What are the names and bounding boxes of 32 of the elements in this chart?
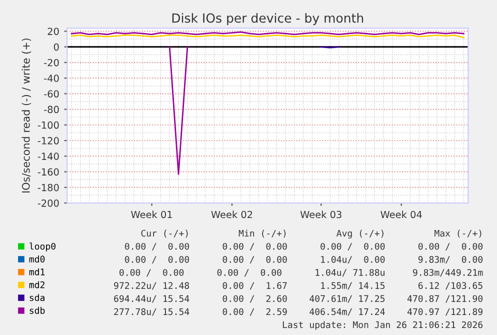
text: 277.78u/ 15.54 0.00 / 2.59 406.54m/ 17.24 470.97 /121.89	[114, 308, 482, 316]
chart-title: Disk IOs per device - by month	[172, 13, 364, 26]
x-tick-label: Week 04	[380, 210, 422, 218]
legend-label: md1	[29, 268, 45, 276]
y-tick-label: -180	[38, 184, 59, 192]
y-tick-label: 0	[54, 43, 59, 51]
legend-label: sda	[30, 294, 44, 302]
y-tick-label: -80	[44, 106, 59, 114]
y-tick-label: -20	[44, 58, 59, 66]
text: 0.00 / 0.00 0.00 / 0.00 0.00 / 0.00 0.00 / 0.00	[124, 242, 483, 250]
y-tick-label: 20	[48, 28, 59, 36]
text: Last update: Mon Jan 26 21:06:21 2026	[282, 321, 483, 330]
legend-label: md2	[29, 281, 44, 288]
x-tick-label: Week 01	[131, 210, 172, 218]
x-tick-label: Week 03	[300, 210, 342, 218]
y-tick-label: -60	[44, 90, 59, 98]
text: 0.00 / 0.00 0.00 / 0.00 1.04u/ 71.88u 9.83m/449.21m	[120, 269, 483, 277]
legend-label: sdb	[30, 306, 45, 314]
y-tick-label: -120	[38, 137, 59, 144]
y-tick-label: -40	[44, 74, 59, 82]
text: Cur (-/+) Min (-/+) Avg (-/+) Max (-/+)	[141, 230, 482, 238]
y-tick-label: -140	[38, 152, 59, 160]
text: 972.22u/ 12.48 0.00 / 1.67 1.55m/ 14.15 6.12 /103.65	[114, 282, 482, 290]
legend-label: loop0	[30, 242, 56, 252]
y-tick-label: -100	[38, 121, 59, 129]
y-axis-title: IOs/second read (-) / write (+)	[22, 38, 32, 192]
text: 0.00 / 0.00 0.00 / 0.00 1.04u/ 0.00 9.83m/ 0.00	[124, 256, 483, 264]
y-tick-label: -160	[38, 168, 59, 176]
y-tick-label: -200	[38, 199, 59, 207]
legend-label: md0	[29, 256, 45, 263]
x-tick-label: Week 02	[211, 210, 252, 218]
text: 694.44u/ 15.54 0.00 / 2.60 407.61m/ 17.25 470.87 /121.90	[114, 295, 483, 303]
